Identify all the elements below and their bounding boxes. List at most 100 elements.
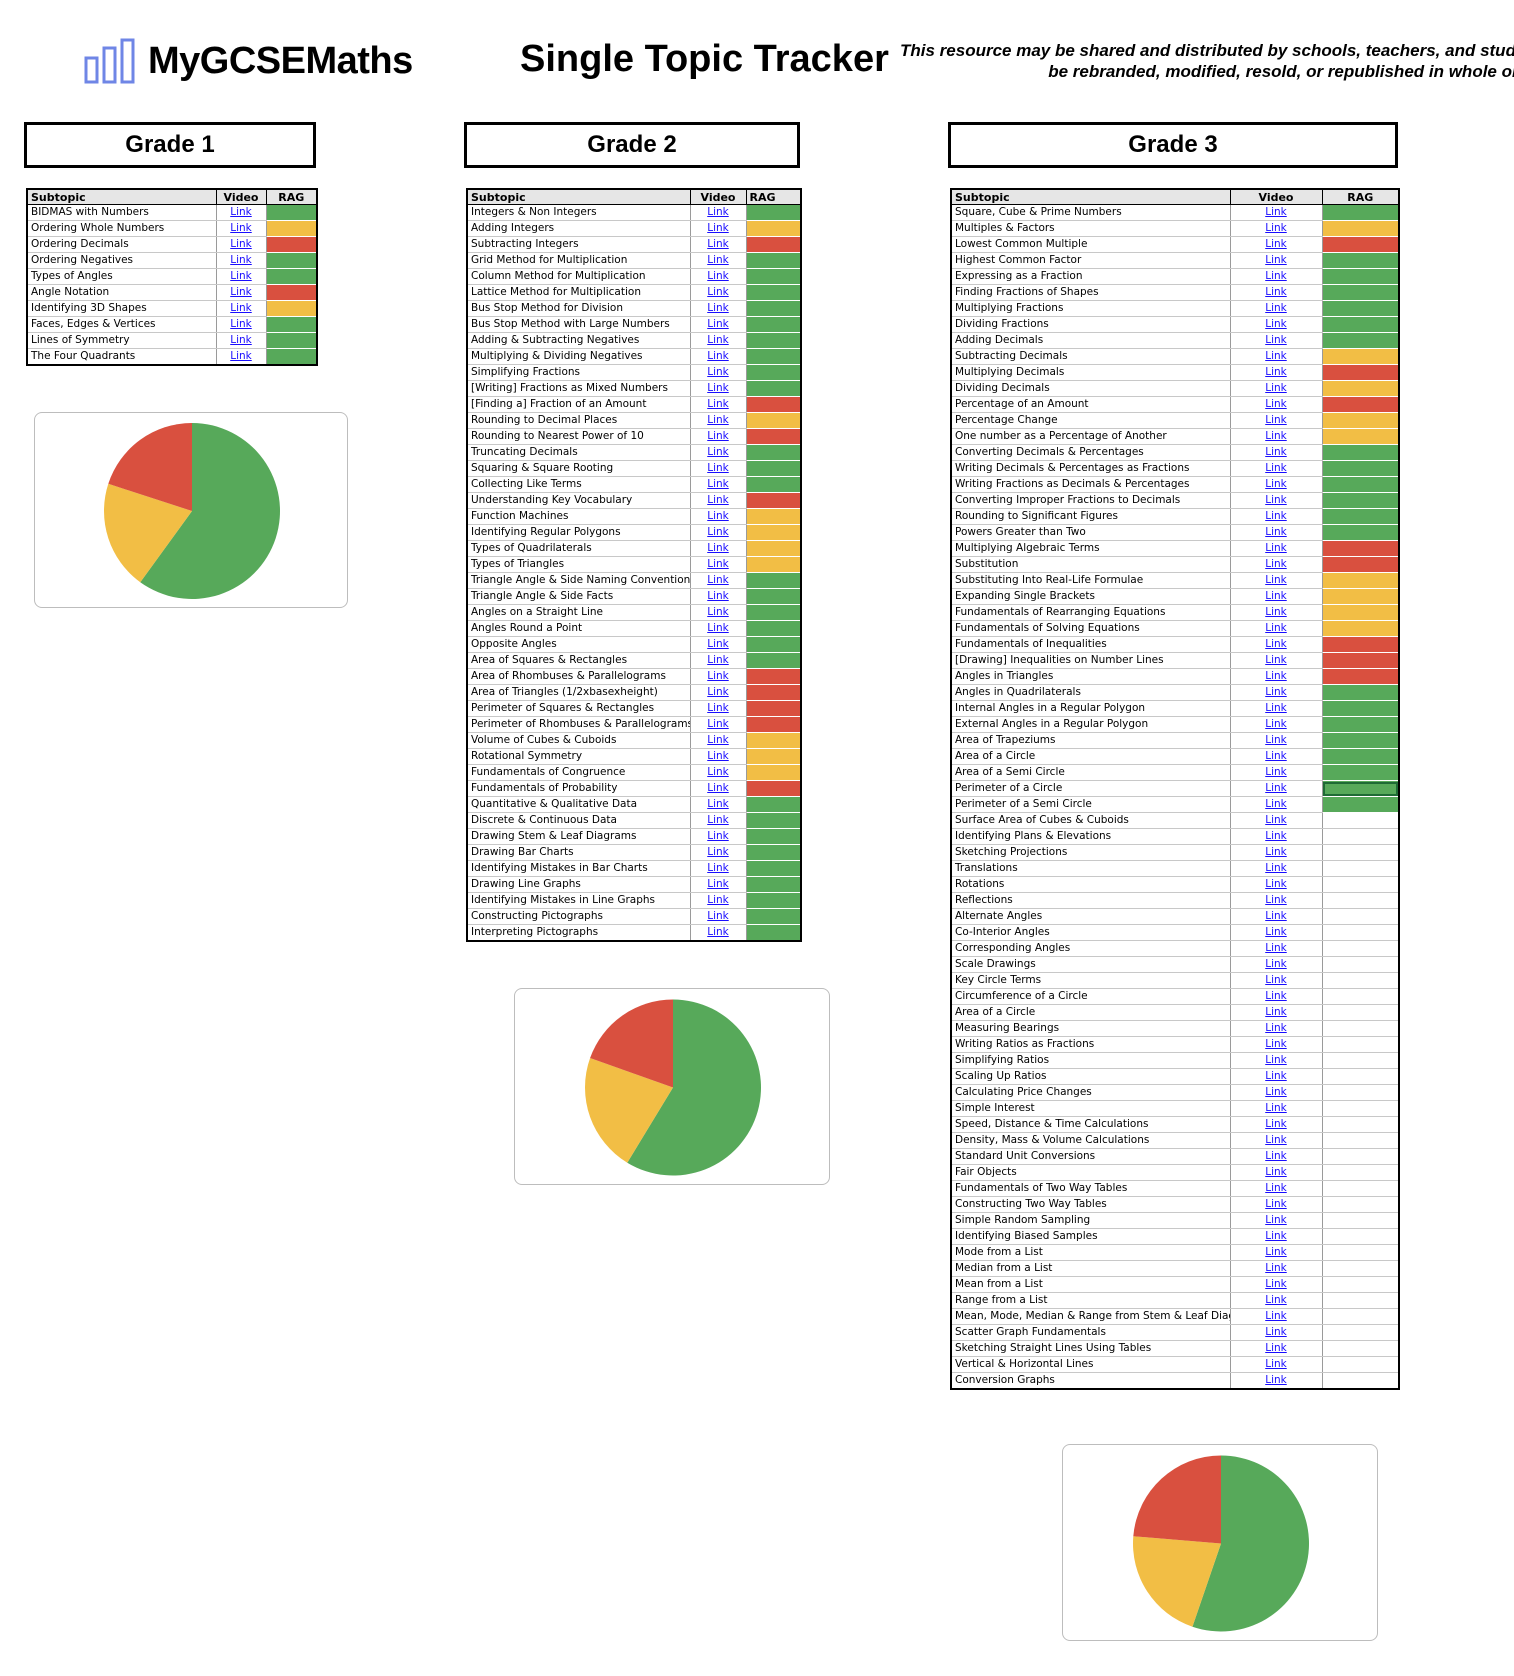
- rag-status-cell[interactable]: [1322, 444, 1400, 461]
- rag-status-cell[interactable]: [746, 812, 802, 829]
- rag-status-cell[interactable]: [1322, 236, 1400, 253]
- video-link[interactable]: Link: [1230, 492, 1323, 509]
- rag-status-cell[interactable]: [746, 508, 802, 525]
- video-link[interactable]: Link: [216, 236, 267, 253]
- rag-status-cell[interactable]: [1322, 684, 1400, 701]
- rag-status-cell[interactable]: [1322, 316, 1400, 333]
- video-link[interactable]: Link: [1230, 1100, 1323, 1117]
- video-link[interactable]: Link: [1230, 1020, 1323, 1037]
- video-link[interactable]: Link: [1230, 620, 1323, 637]
- rag-status-cell[interactable]: [1322, 812, 1400, 829]
- rag-status-cell[interactable]: [1322, 348, 1400, 365]
- video-link[interactable]: Link: [690, 204, 747, 221]
- video-link[interactable]: Link: [216, 316, 267, 333]
- rag-status-cell[interactable]: [746, 748, 802, 765]
- video-link[interactable]: Link: [1230, 956, 1323, 973]
- video-link[interactable]: Link: [1230, 300, 1323, 317]
- rag-status-cell[interactable]: [1322, 1372, 1400, 1390]
- rag-status-cell[interactable]: [1322, 1260, 1400, 1277]
- rag-status-cell[interactable]: [746, 892, 802, 909]
- video-link[interactable]: Link: [1230, 220, 1323, 237]
- video-link[interactable]: Link: [1230, 316, 1323, 333]
- video-link[interactable]: Link: [690, 892, 747, 909]
- rag-status-cell[interactable]: [1322, 460, 1400, 477]
- video-link[interactable]: Link: [1230, 1116, 1323, 1133]
- video-link[interactable]: Link: [1230, 700, 1323, 717]
- rag-status-cell[interactable]: [746, 828, 802, 845]
- rag-status-cell[interactable]: [746, 300, 802, 317]
- video-link[interactable]: Link: [690, 636, 747, 653]
- rag-status-cell[interactable]: [746, 460, 802, 477]
- video-link[interactable]: Link: [690, 908, 747, 925]
- video-link[interactable]: Link: [1230, 1164, 1323, 1181]
- rag-status-cell[interactable]: [1322, 700, 1400, 717]
- video-link[interactable]: Link: [1230, 1068, 1323, 1085]
- rag-status-cell[interactable]: [746, 444, 802, 461]
- video-link[interactable]: Link: [690, 364, 747, 381]
- video-link[interactable]: Link: [690, 428, 747, 445]
- video-link[interactable]: Link: [1230, 1292, 1323, 1309]
- video-link[interactable]: Link: [690, 284, 747, 301]
- rag-status-cell[interactable]: [1322, 972, 1400, 989]
- video-link[interactable]: Link: [690, 268, 747, 285]
- video-link[interactable]: Link: [1230, 1132, 1323, 1149]
- rag-status-cell[interactable]: [746, 908, 802, 925]
- rag-status-cell[interactable]: [746, 268, 802, 285]
- rag-status-cell[interactable]: [746, 620, 802, 637]
- rag-status-cell[interactable]: [1322, 1292, 1400, 1309]
- video-link[interactable]: Link: [1230, 684, 1323, 701]
- video-link[interactable]: Link: [690, 300, 747, 317]
- rag-status-cell[interactable]: [1322, 572, 1400, 589]
- rag-status-cell[interactable]: [746, 284, 802, 301]
- video-link[interactable]: Link: [690, 316, 747, 333]
- video-link[interactable]: Link: [216, 284, 267, 301]
- rag-status-cell[interactable]: [1322, 988, 1400, 1005]
- rag-status-cell[interactable]: [1322, 1100, 1400, 1117]
- rag-status-cell[interactable]: [746, 780, 802, 797]
- rag-status-cell[interactable]: [266, 204, 318, 221]
- video-link[interactable]: Link: [1230, 252, 1323, 269]
- rag-status-cell[interactable]: [266, 316, 318, 333]
- rag-status-cell[interactable]: [1322, 1148, 1400, 1165]
- video-link[interactable]: Link: [1230, 1052, 1323, 1069]
- video-link[interactable]: Link: [1230, 1084, 1323, 1101]
- video-link[interactable]: Link: [1230, 588, 1323, 605]
- rag-status-cell[interactable]: [1322, 1356, 1400, 1373]
- rag-status-cell[interactable]: [746, 476, 802, 493]
- video-link[interactable]: Link: [690, 508, 747, 525]
- video-link[interactable]: Link: [690, 828, 747, 845]
- video-link[interactable]: Link: [690, 700, 747, 717]
- video-link[interactable]: Link: [216, 252, 267, 269]
- rag-status-cell[interactable]: [1322, 284, 1400, 301]
- rag-status-cell[interactable]: [1322, 1228, 1400, 1245]
- video-link[interactable]: Link: [690, 684, 747, 701]
- rag-status-cell[interactable]: [746, 924, 802, 942]
- rag-status-cell[interactable]: [266, 236, 318, 253]
- video-link[interactable]: Link: [1230, 396, 1323, 413]
- rag-status-cell[interactable]: [1322, 220, 1400, 237]
- video-link[interactable]: Link: [1230, 1212, 1323, 1229]
- rag-status-cell[interactable]: [1322, 748, 1400, 765]
- rag-status-cell[interactable]: [1322, 412, 1400, 429]
- rag-status-cell[interactable]: [746, 844, 802, 861]
- video-link[interactable]: Link: [690, 620, 747, 637]
- video-link[interactable]: Link: [1230, 1148, 1323, 1165]
- rag-status-cell[interactable]: [746, 332, 802, 349]
- rag-status-cell[interactable]: [1322, 508, 1400, 525]
- rag-status-cell[interactable]: [1322, 252, 1400, 269]
- rag-status-cell[interactable]: [1322, 1036, 1400, 1053]
- rag-status-cell[interactable]: [1322, 1116, 1400, 1133]
- video-link[interactable]: Link: [1230, 716, 1323, 733]
- rag-status-cell[interactable]: [1322, 1244, 1400, 1261]
- video-link[interactable]: Link: [1230, 748, 1323, 765]
- video-link[interactable]: Link: [690, 396, 747, 413]
- video-link[interactable]: Link: [1230, 204, 1323, 221]
- video-link[interactable]: Link: [690, 556, 747, 573]
- video-link[interactable]: Link: [1230, 1324, 1323, 1341]
- rag-status-cell[interactable]: [746, 604, 802, 621]
- rag-status-cell[interactable]: [746, 396, 802, 413]
- rag-status-cell[interactable]: [746, 220, 802, 237]
- rag-status-cell[interactable]: [1322, 364, 1400, 381]
- rag-status-cell[interactable]: [1322, 1004, 1400, 1021]
- video-link[interactable]: Link: [1230, 476, 1323, 493]
